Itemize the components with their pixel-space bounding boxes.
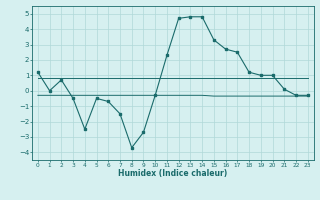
X-axis label: Humidex (Indice chaleur): Humidex (Indice chaleur): [118, 169, 228, 178]
